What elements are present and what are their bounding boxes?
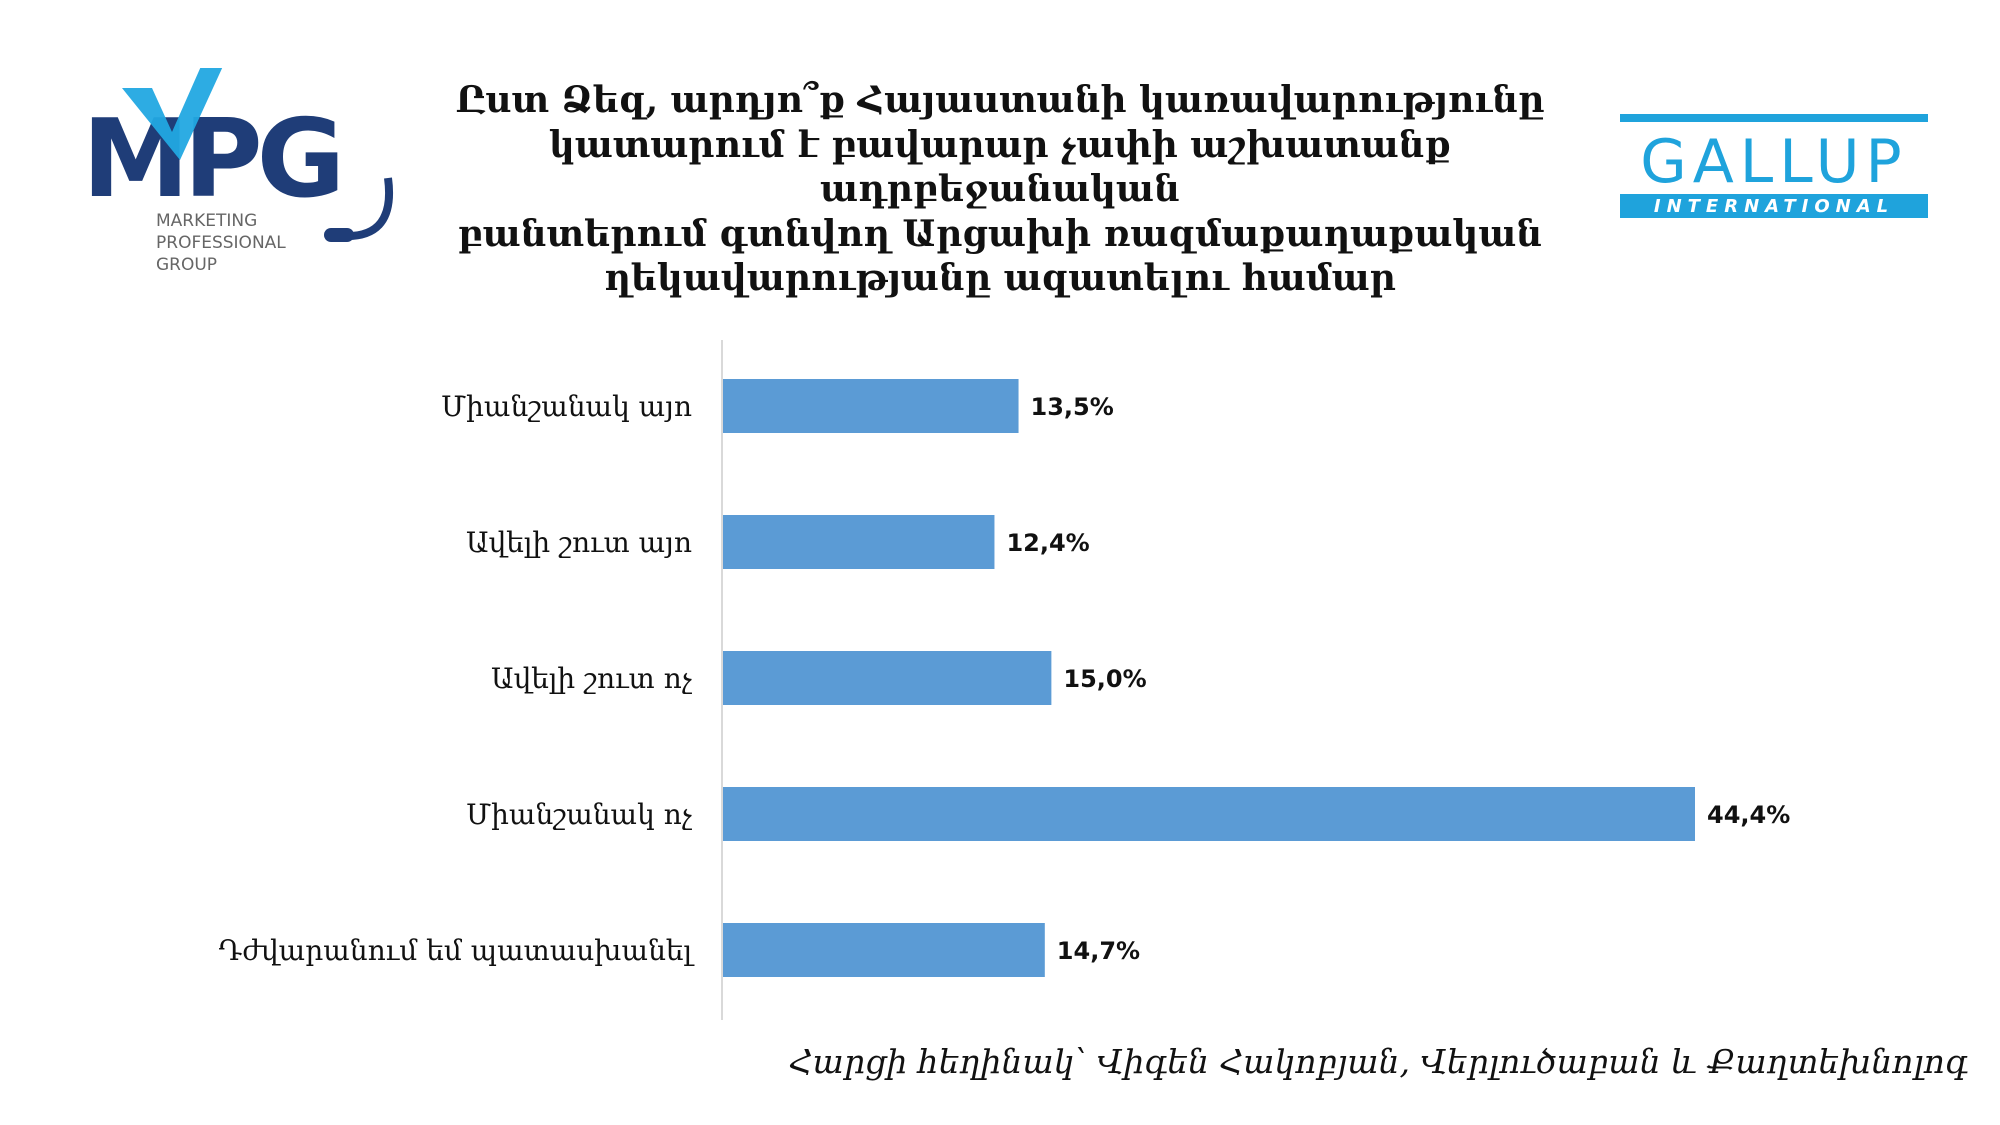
value-label-4: 44,4% xyxy=(1707,801,1790,829)
mpg-subtitle-line-1: MARKETING xyxy=(156,211,257,231)
category-label-4: Միանշանակ ոչ xyxy=(466,798,693,831)
caption: Հարցի հեղինակ՝ Վիգեն Հակոբյան, Վերլուծաբ… xyxy=(788,1042,1968,1081)
value-label-3: 15,0% xyxy=(1063,665,1146,693)
bar-4 xyxy=(723,787,1695,841)
mpg-subtitle-line-3: GROUP xyxy=(156,255,217,275)
bar-2 xyxy=(723,515,995,569)
gallup-logo: GALLUP INTERNATIONAL xyxy=(1620,114,1928,218)
title-line-3: բանտերում գտնվող Արցախի ռազմաքաղաքական xyxy=(457,212,1543,255)
mpg-letters: MPG xyxy=(82,97,339,222)
value-label-2: 12,4% xyxy=(1006,529,1089,557)
gallup-top-rule xyxy=(1620,114,1928,122)
mpg-logo: MPG MARKETING PROFESSIONAL GROUP xyxy=(82,68,393,275)
gallup-name: GALLUP xyxy=(1640,127,1908,197)
chart-title: Ըստ Ձեզ, արդյո՞ք Հայաստանի կառավարությու… xyxy=(430,78,1570,301)
category-label-3: Ավելի շուտ ոչ xyxy=(491,662,693,695)
mpg-check-mark xyxy=(122,68,223,160)
bar-1 xyxy=(723,379,1019,433)
category-label-1: Միանշանակ այո xyxy=(441,390,692,423)
bar-5 xyxy=(723,923,1045,977)
category-label-5: Դժվարանում եմ պատասխանել xyxy=(219,934,695,967)
gallup-bottom-band xyxy=(1620,194,1928,218)
value-label-5: 14,7% xyxy=(1057,937,1140,965)
bar-3 xyxy=(723,651,1052,705)
title-line-1: Ըստ Ձեզ, արդյո՞ք Հայաստանի կառավարությու… xyxy=(455,79,1545,121)
title-line-4: ղեկավարությանը ազատելու համար xyxy=(604,257,1396,299)
headset-mic xyxy=(324,228,354,242)
gallup-subtitle: INTERNATIONAL xyxy=(1654,196,1894,217)
category-label-2: Ավելի շուտ այո xyxy=(466,526,692,559)
value-label-1: 13,5% xyxy=(1031,393,1114,421)
title-line-2: կատարում է բավարար չափի աշխատանք ադրբեջա… xyxy=(549,123,1451,211)
mpg-subtitle-line-2: PROFESSIONAL xyxy=(156,233,286,253)
